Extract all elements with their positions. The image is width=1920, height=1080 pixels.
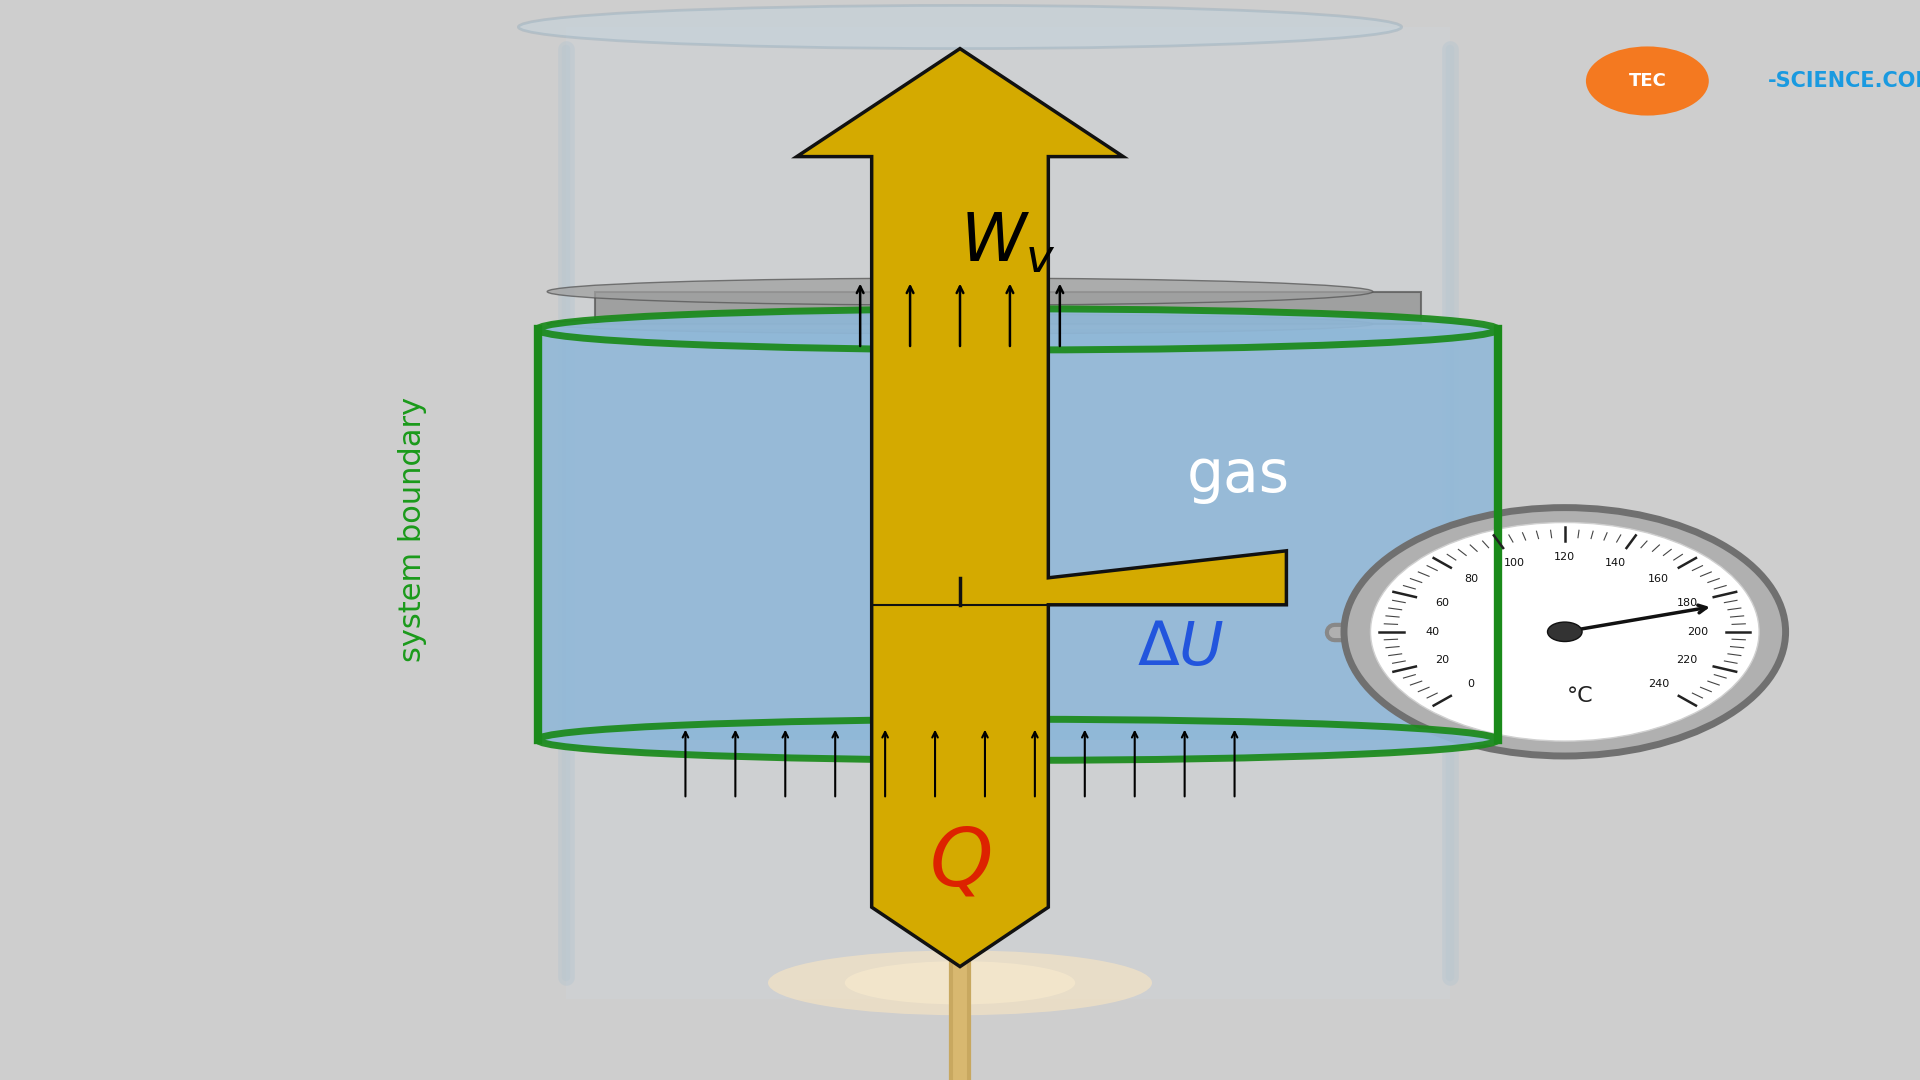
- Text: 20: 20: [1436, 656, 1450, 665]
- Circle shape: [1586, 46, 1709, 116]
- Text: 0: 0: [1467, 679, 1475, 689]
- Bar: [566, 27, 1450, 999]
- Bar: [595, 292, 1421, 324]
- Ellipse shape: [845, 961, 1075, 1004]
- Polygon shape: [797, 49, 1286, 967]
- Circle shape: [1371, 523, 1759, 741]
- Text: 60: 60: [1436, 598, 1450, 608]
- Text: 220: 220: [1676, 656, 1697, 665]
- Text: 160: 160: [1647, 575, 1668, 584]
- Ellipse shape: [518, 5, 1402, 49]
- Ellipse shape: [538, 719, 1498, 760]
- Text: 100: 100: [1503, 558, 1524, 568]
- Circle shape: [1344, 508, 1786, 756]
- Text: °C: °C: [1567, 687, 1594, 706]
- Text: -SCIENCE.COM: -SCIENCE.COM: [1768, 71, 1920, 91]
- Text: $\mathbf{\mathit{W_v}}$: $\mathbf{\mathit{W_v}}$: [960, 210, 1056, 276]
- Text: gas: gas: [1187, 447, 1290, 503]
- Ellipse shape: [547, 314, 1373, 334]
- Text: system boundary: system boundary: [397, 396, 428, 662]
- Text: 180: 180: [1676, 598, 1697, 608]
- Text: 240: 240: [1647, 679, 1668, 689]
- Text: 140: 140: [1605, 558, 1626, 568]
- Bar: [538, 329, 1498, 740]
- Text: 120: 120: [1553, 552, 1576, 563]
- Circle shape: [1548, 622, 1582, 642]
- Ellipse shape: [547, 278, 1373, 305]
- Text: 200: 200: [1686, 626, 1709, 637]
- Ellipse shape: [768, 950, 1152, 1015]
- Ellipse shape: [538, 309, 1498, 350]
- Text: 40: 40: [1425, 626, 1440, 637]
- Text: $\mathbf{\mathit{\Delta U}}$: $\mathbf{\mathit{\Delta U}}$: [1137, 619, 1225, 677]
- Text: TEC: TEC: [1628, 72, 1667, 90]
- Text: $\mathbf{\mathit{Q}}$: $\mathbf{\mathit{Q}}$: [929, 825, 991, 903]
- Bar: [1488, 612, 1536, 651]
- Text: 80: 80: [1465, 575, 1478, 584]
